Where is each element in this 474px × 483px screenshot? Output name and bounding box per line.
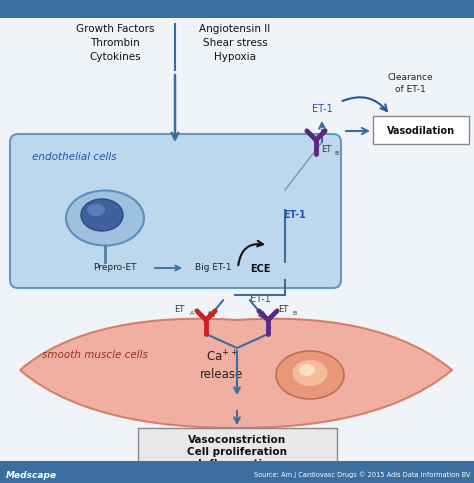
Ellipse shape [299,364,315,376]
Ellipse shape [87,204,105,216]
FancyBboxPatch shape [373,116,469,144]
Text: Big ET-1: Big ET-1 [195,263,231,272]
Ellipse shape [292,360,328,386]
Ellipse shape [81,199,123,231]
Text: ET: ET [174,305,184,314]
Text: Growth Factors: Growth Factors [76,24,154,34]
Text: Hypoxia: Hypoxia [214,52,256,62]
Text: ET-1: ET-1 [283,210,306,220]
FancyBboxPatch shape [138,428,337,474]
Text: B: B [334,151,338,156]
Text: Medscape: Medscape [6,470,57,480]
Text: Shear stress: Shear stress [202,38,267,48]
Text: A: A [190,311,194,316]
Text: Prepro-ET: Prepro-ET [93,263,137,272]
Text: Thrombin: Thrombin [90,38,140,48]
Ellipse shape [66,190,144,245]
Ellipse shape [276,351,344,399]
Text: Vasodilation: Vasodilation [387,126,455,136]
Text: ECE: ECE [250,264,270,274]
Text: ET-1: ET-1 [250,294,270,304]
Text: ET: ET [278,305,288,314]
PathPatch shape [20,319,452,428]
Text: Source: Am J Cardiovasc Drugs © 2015 Adis Data Information BV: Source: Am J Cardiovasc Drugs © 2015 Adi… [254,472,470,478]
Text: release: release [201,368,244,381]
Bar [0,0,474,18]
Text: smooth muscle cells: smooth muscle cells [42,350,148,360]
Text: Vasoconstriction: Vasoconstriction [188,435,286,445]
Text: Inflammation: Inflammation [198,459,276,469]
Text: Angiotensin II: Angiotensin II [200,24,271,34]
Text: endothelial cells: endothelial cells [32,152,117,162]
Text: ET: ET [321,145,331,154]
Text: Cytokines: Cytokines [89,52,141,62]
FancyBboxPatch shape [10,134,341,288]
Bar [0,461,474,483]
Text: Cell proliferation: Cell proliferation [187,447,287,457]
Text: ET-1: ET-1 [311,104,332,114]
Text: of ET-1: of ET-1 [395,85,425,94]
Text: B: B [292,311,296,316]
Text: Ca$^{++}$: Ca$^{++}$ [206,350,238,365]
Text: Clearance: Clearance [387,73,433,82]
